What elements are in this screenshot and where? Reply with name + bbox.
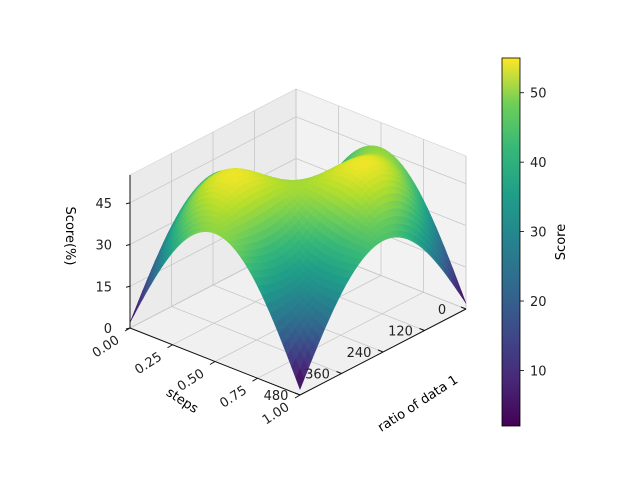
y-tick-mark	[294, 392, 301, 396]
surface-mesh	[129, 145, 467, 391]
x-tick-mark	[294, 394, 301, 399]
x-tick-mark	[252, 377, 258, 382]
z-tick-label: 45	[95, 197, 112, 212]
y-tick-label: 480	[264, 389, 289, 404]
y-tick-label: 360	[305, 368, 330, 383]
colorbar-tick-label: 30	[530, 226, 547, 241]
z-gridline	[129, 116, 467, 204]
colorbar-label: Score	[554, 224, 569, 260]
colorbar-tick-label: 50	[530, 87, 547, 102]
surface-patch	[295, 368, 305, 391]
y-tick-label: 120	[388, 325, 413, 340]
colorbar-tick-label: 20	[530, 295, 547, 310]
colorbar-tick-label: 10	[530, 365, 547, 380]
colorbar-tick-label: 40	[530, 156, 547, 171]
colorbar-gradient	[501, 57, 521, 427]
z-tick-mark	[125, 285, 131, 288]
z-tick-mark	[125, 244, 131, 247]
y-tick-label: 0	[438, 303, 446, 318]
z-tick-label: 30	[95, 239, 112, 254]
x-tick-mark	[167, 344, 173, 349]
colorbar: 10 20 30 40 50 Score	[501, 57, 569, 427]
y-tick-mark	[336, 371, 342, 374]
x-tick-label: 0.25	[132, 350, 164, 378]
y-tick-mark	[419, 328, 425, 331]
y-tick-label: 240	[347, 346, 372, 361]
colorbar-ticks: 10 20 30 40 50	[520, 87, 547, 380]
z-tick-label: 15	[95, 280, 112, 295]
z-tick-mark	[125, 327, 131, 330]
x-axis-label: ratio of data 1	[375, 373, 461, 436]
x-tick-label: 0.75	[217, 383, 249, 411]
x-tick-label: 1.00	[260, 400, 292, 428]
x-tick-label: 0.00	[90, 333, 122, 361]
y-tick-mark	[460, 306, 467, 310]
z-axis-label: Score(%)	[62, 207, 77, 266]
y-tick-mark	[377, 349, 384, 353]
x-tick-mark	[209, 361, 216, 365]
z-tick-label: 0	[104, 322, 112, 337]
z-tick-mark	[125, 202, 131, 205]
